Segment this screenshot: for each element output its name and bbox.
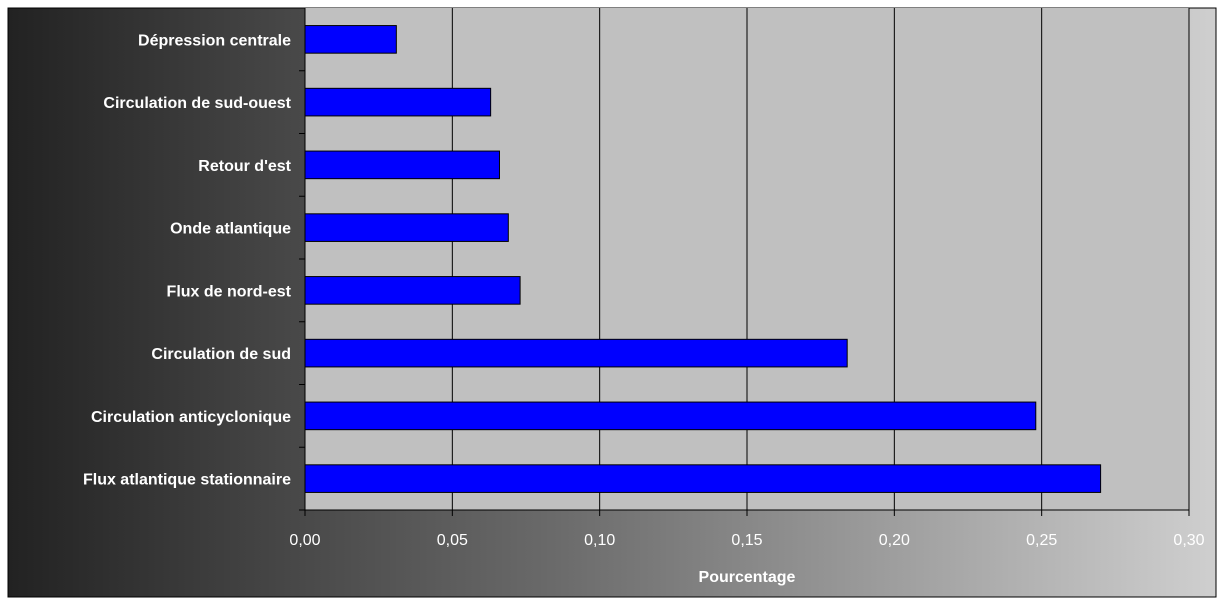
x-tick-label: 0,30 <box>1173 532 1204 549</box>
x-axis-title: Pourcentage <box>699 569 796 586</box>
category-label: Onde atlantique <box>170 221 291 238</box>
bar <box>304 150 500 180</box>
category-label: Flux de nord-est <box>167 283 292 300</box>
x-tick-label: 0,10 <box>584 532 615 549</box>
x-tick-label: 0,25 <box>1026 532 1057 549</box>
axes <box>299 7 1190 516</box>
bar <box>304 276 521 305</box>
category-label: Retour d'est <box>198 158 291 175</box>
category-labels: Dépression centrale Circulation de sud-ou… <box>83 32 292 488</box>
bar <box>304 213 509 242</box>
category-label: Circulation de sud-ouest <box>103 95 291 112</box>
category-label: Circulation de sud <box>151 346 291 363</box>
bar <box>304 87 492 117</box>
bar <box>304 401 1037 431</box>
bars <box>304 25 1102 493</box>
bar <box>304 338 848 368</box>
x-tick-label: 0,20 <box>879 532 910 549</box>
x-tick-label: 0,00 <box>289 532 320 549</box>
category-label: Circulation anticyclonique <box>91 409 291 426</box>
category-label: Dépression centrale <box>138 32 291 49</box>
x-tick-label: 0,05 <box>437 532 468 549</box>
x-tick-label: 0,15 <box>731 532 762 549</box>
x-tick-labels: 0,00 0,05 0,10 0,15 0,20 0,25 0,30 <box>289 532 1204 549</box>
bar <box>304 25 397 54</box>
category-label: Flux atlantique stationnaire <box>83 472 291 489</box>
bar <box>304 464 1102 493</box>
